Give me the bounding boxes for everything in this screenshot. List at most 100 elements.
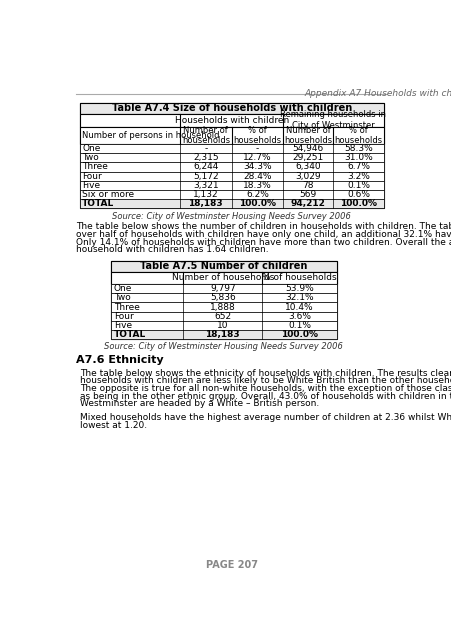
Text: Five: Five	[114, 321, 132, 330]
Text: 569: 569	[299, 190, 316, 199]
Text: 94,212: 94,212	[290, 199, 325, 209]
Text: % of
households: % of households	[233, 125, 281, 145]
Text: 29,251: 29,251	[292, 153, 323, 162]
Text: The opposite is true for all non-white households, with the exception of those c: The opposite is true for all non-white h…	[79, 384, 451, 393]
Text: 3.2%: 3.2%	[346, 172, 369, 180]
Text: 5,836: 5,836	[209, 293, 235, 302]
Bar	[79, 144, 383, 153]
Text: -: -	[204, 144, 207, 153]
Text: 3,321: 3,321	[193, 181, 218, 190]
Text: 32.1%: 32.1%	[285, 293, 313, 302]
Bar	[110, 312, 336, 321]
Text: 3.6%: 3.6%	[288, 312, 311, 321]
Text: Number of persons in household: Number of persons in household	[82, 131, 219, 140]
Text: 18,183: 18,183	[188, 199, 223, 209]
Text: Households with children: Households with children	[174, 116, 288, 125]
Text: 0.1%: 0.1%	[346, 181, 369, 190]
Text: 6,340: 6,340	[295, 163, 321, 172]
Text: Table A7.5 Number of children: Table A7.5 Number of children	[140, 261, 307, 271]
Text: households with children are less likely to be White British than the other hous: households with children are less likely…	[79, 376, 451, 385]
Text: The table below shows the ethnicity of households with children. The results cle: The table below shows the ethnicity of h…	[79, 369, 451, 378]
Text: as being in the other ethnic group. Overall, 43.0% of households with children i: as being in the other ethnic group. Over…	[79, 392, 451, 401]
Text: 2,315: 2,315	[193, 153, 218, 162]
Text: Number of
households: Number of households	[284, 125, 331, 145]
Bar	[110, 261, 336, 271]
Text: Two: Two	[114, 293, 130, 302]
Bar	[110, 321, 336, 330]
Text: Remaining households in
City of Westminster: Remaining households in City of Westmins…	[280, 110, 386, 131]
Text: Three: Three	[82, 163, 108, 172]
Text: TOTAL: TOTAL	[82, 199, 114, 209]
Text: 100.0%: 100.0%	[281, 330, 318, 339]
Text: 18.3%: 18.3%	[243, 181, 271, 190]
Text: 100.0%: 100.0%	[239, 199, 276, 209]
Text: A7.6 Ethnicity: A7.6 Ethnicity	[76, 355, 163, 365]
Text: -: -	[255, 144, 258, 153]
Text: 3,029: 3,029	[295, 172, 321, 180]
Text: 78: 78	[302, 181, 313, 190]
Text: 100.0%: 100.0%	[339, 199, 376, 209]
Text: household with children has 1.64 children.: household with children has 1.64 childre…	[76, 245, 268, 255]
Text: PAGE 207: PAGE 207	[205, 561, 257, 570]
Text: % of households: % of households	[262, 273, 336, 282]
Bar	[110, 261, 336, 339]
Text: Two: Two	[82, 153, 99, 162]
Text: 54,946: 54,946	[292, 144, 323, 153]
Text: TOTAL: TOTAL	[114, 330, 146, 339]
Text: 31.0%: 31.0%	[343, 153, 372, 162]
Text: 5,172: 5,172	[193, 172, 218, 180]
Text: Four: Four	[114, 312, 133, 321]
Text: 18,183: 18,183	[205, 330, 239, 339]
Text: Number of households: Number of households	[171, 273, 273, 282]
Bar	[79, 153, 383, 163]
Bar	[79, 103, 383, 114]
Text: 0.6%: 0.6%	[346, 190, 369, 199]
Bar	[110, 293, 336, 303]
Text: Six or more: Six or more	[82, 190, 134, 199]
Bar	[79, 114, 383, 127]
Text: 10: 10	[216, 321, 228, 330]
Bar	[79, 163, 383, 172]
Text: 28.4%: 28.4%	[243, 172, 271, 180]
Text: Mixed households have the highest average number of children at 2.36 whilst Whit: Mixed households have the highest averag…	[79, 413, 451, 422]
Bar	[79, 199, 383, 209]
Text: Source: City of Westminster Housing Needs Survey 2006: Source: City of Westminster Housing Need…	[112, 212, 350, 221]
Bar	[79, 180, 383, 190]
Bar	[79, 103, 383, 209]
Text: Four: Four	[82, 172, 101, 180]
Text: lowest at 1.20.: lowest at 1.20.	[79, 421, 147, 430]
Text: 1,888: 1,888	[209, 303, 235, 312]
Text: Three: Three	[114, 303, 139, 312]
Text: 58.3%: 58.3%	[343, 144, 372, 153]
Text: The table below shows the number of children in households with children. The ta: The table below shows the number of chil…	[76, 222, 451, 231]
Text: One: One	[82, 144, 100, 153]
Text: Only 14.1% of households with children have more than two children. Overall the : Only 14.1% of households with children h…	[76, 237, 451, 247]
Text: 6,244: 6,244	[193, 163, 218, 172]
Bar	[110, 303, 336, 312]
Text: 9,797: 9,797	[209, 284, 235, 293]
Text: 12.7%: 12.7%	[243, 153, 271, 162]
Bar	[110, 330, 336, 339]
Text: 1,132: 1,132	[193, 190, 218, 199]
Text: Appendix A7 Households with children: Appendix A7 Households with children	[304, 89, 451, 98]
Text: over half of households with children have only one child, an additional 32.1% h: over half of households with children ha…	[76, 230, 451, 239]
Text: 53.9%: 53.9%	[285, 284, 313, 293]
Text: Table A7.4 Size of households with children: Table A7.4 Size of households with child…	[111, 104, 351, 113]
Bar	[110, 284, 336, 293]
Bar	[79, 172, 383, 180]
Bar	[79, 190, 383, 199]
Text: Source: City of Westminster Housing Needs Survey 2006: Source: City of Westminster Housing Need…	[104, 342, 343, 351]
Text: Westminster are headed by a White – British person.: Westminster are headed by a White – Brit…	[79, 399, 318, 408]
Text: Five: Five	[82, 181, 100, 190]
Text: 6.7%: 6.7%	[346, 163, 369, 172]
Bar	[79, 127, 383, 144]
Text: % of
households: % of households	[334, 125, 382, 145]
Text: 34.3%: 34.3%	[243, 163, 271, 172]
Text: 0.1%: 0.1%	[288, 321, 311, 330]
Text: 10.4%: 10.4%	[285, 303, 313, 312]
Text: 652: 652	[214, 312, 231, 321]
Text: One: One	[114, 284, 132, 293]
Bar	[110, 271, 336, 284]
Text: 6.2%: 6.2%	[245, 190, 268, 199]
Text: Number of
households: Number of households	[181, 125, 230, 145]
